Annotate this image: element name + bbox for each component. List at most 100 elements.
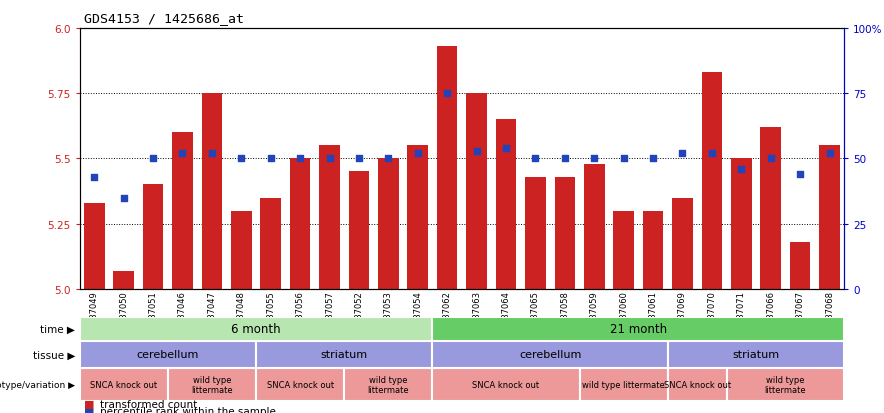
Point <box>88 174 102 180</box>
Text: GSM487068: GSM487068 <box>825 290 834 341</box>
Text: transformed count: transformed count <box>100 399 197 409</box>
Bar <box>231 211 252 289</box>
Text: GSM487065: GSM487065 <box>531 290 540 341</box>
Bar <box>731 159 751 289</box>
Text: wild type
littermate: wild type littermate <box>191 375 232 394</box>
Bar <box>344 368 432 401</box>
Point <box>234 156 248 162</box>
Text: GSM487067: GSM487067 <box>796 290 804 341</box>
Point <box>793 171 807 178</box>
Text: GSM487052: GSM487052 <box>354 290 363 341</box>
Text: GSM487064: GSM487064 <box>501 290 510 341</box>
Bar <box>667 368 727 401</box>
Text: time ▶: time ▶ <box>41 324 75 334</box>
Bar <box>496 120 516 289</box>
Point <box>440 90 454 97</box>
Point <box>205 150 219 157</box>
Point <box>411 150 425 157</box>
Bar <box>702 73 722 289</box>
Bar <box>84 203 104 289</box>
Bar <box>172 133 193 289</box>
Bar <box>256 341 432 368</box>
Bar <box>261 198 281 289</box>
Text: GSM487047: GSM487047 <box>208 290 217 341</box>
Text: SNCA knock out: SNCA knock out <box>267 380 333 389</box>
Text: GSM487051: GSM487051 <box>149 290 157 341</box>
Bar <box>466 94 487 289</box>
Text: cerebellum: cerebellum <box>137 349 199 360</box>
Bar <box>667 341 844 368</box>
Bar <box>819 146 840 289</box>
Text: ■: ■ <box>84 406 95 413</box>
Point <box>587 156 601 162</box>
Bar <box>143 185 164 289</box>
Text: SNCA knock out: SNCA knock out <box>90 380 157 389</box>
Text: GSM487048: GSM487048 <box>237 290 246 341</box>
Bar <box>643 211 663 289</box>
Text: striatum: striatum <box>321 349 368 360</box>
Text: GSM487063: GSM487063 <box>472 290 481 341</box>
Bar <box>319 146 339 289</box>
Point <box>675 150 690 157</box>
Text: SNCA knock out: SNCA knock out <box>664 380 731 389</box>
Point <box>117 195 131 202</box>
Bar <box>789 242 811 289</box>
Point <box>469 148 484 154</box>
Text: GSM487056: GSM487056 <box>295 290 305 341</box>
Bar <box>525 177 545 289</box>
Point <box>616 156 630 162</box>
Text: ■: ■ <box>84 399 95 409</box>
Text: GSM487062: GSM487062 <box>443 290 452 341</box>
Bar <box>432 317 844 341</box>
Text: GSM487046: GSM487046 <box>178 290 187 341</box>
Text: GSM487059: GSM487059 <box>590 290 598 341</box>
Text: GSM487055: GSM487055 <box>266 290 275 341</box>
Text: GDS4153 / 1425686_at: GDS4153 / 1425686_at <box>84 12 244 25</box>
Text: wild type
littermate: wild type littermate <box>368 375 409 394</box>
Bar <box>437 47 458 289</box>
Text: tissue ▶: tissue ▶ <box>33 349 75 360</box>
Point <box>529 156 543 162</box>
Bar <box>256 368 344 401</box>
Point <box>175 150 189 157</box>
Point <box>293 156 308 162</box>
Text: GSM487050: GSM487050 <box>119 290 128 341</box>
Text: wild type littermate: wild type littermate <box>583 380 665 389</box>
Bar <box>80 368 168 401</box>
Bar <box>672 198 693 289</box>
Text: GSM487054: GSM487054 <box>414 290 423 341</box>
Point <box>381 156 395 162</box>
Bar <box>760 128 781 289</box>
Text: GSM487053: GSM487053 <box>384 290 392 341</box>
Bar <box>584 164 605 289</box>
Text: GSM487069: GSM487069 <box>678 290 687 341</box>
Bar <box>432 341 667 368</box>
Bar <box>580 368 667 401</box>
Point <box>263 156 278 162</box>
Text: GSM487071: GSM487071 <box>736 290 746 341</box>
Bar <box>727 368 844 401</box>
Point <box>705 150 719 157</box>
Point <box>764 156 778 162</box>
Bar <box>290 159 310 289</box>
Text: cerebellum: cerebellum <box>519 349 582 360</box>
Point <box>146 156 160 162</box>
Bar <box>408 146 428 289</box>
Text: GSM487070: GSM487070 <box>707 290 716 341</box>
Bar <box>432 368 580 401</box>
Point <box>499 145 513 152</box>
Bar <box>80 317 432 341</box>
Point <box>735 166 749 173</box>
Point <box>352 156 366 162</box>
Text: GSM487061: GSM487061 <box>649 290 658 341</box>
Text: GSM487057: GSM487057 <box>325 290 334 341</box>
Text: wild type
littermate: wild type littermate <box>765 375 806 394</box>
Text: GSM487049: GSM487049 <box>90 290 99 341</box>
Text: GSM487066: GSM487066 <box>766 290 775 341</box>
Bar <box>378 159 399 289</box>
Point <box>558 156 572 162</box>
Point <box>646 156 660 162</box>
Bar <box>80 341 256 368</box>
Bar <box>168 368 256 401</box>
Text: GSM487060: GSM487060 <box>619 290 629 341</box>
